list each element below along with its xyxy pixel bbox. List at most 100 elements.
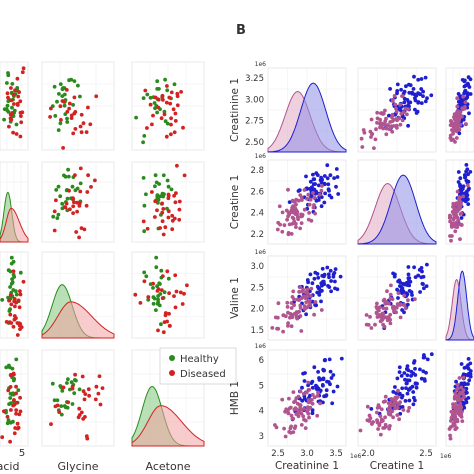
- point-diseased: [143, 88, 148, 93]
- point-diseased: [9, 98, 14, 103]
- point-blue: [304, 312, 308, 317]
- point-pink: [453, 125, 458, 129]
- point-blue: [313, 270, 318, 275]
- point-blue: [405, 378, 410, 383]
- point-pink: [401, 408, 406, 412]
- point-blue: [466, 75, 471, 80]
- point-diseased: [11, 269, 16, 274]
- point-healthy: [165, 178, 170, 183]
- point-pink: [381, 311, 386, 316]
- point-pink: [454, 406, 458, 411]
- point-diseased: [172, 294, 176, 298]
- point-blue: [458, 176, 463, 181]
- point-diseased: [76, 415, 81, 420]
- point-healthy: [70, 402, 75, 406]
- point-diseased: [150, 190, 154, 194]
- point-healthy: [134, 115, 139, 120]
- point-pink: [286, 231, 291, 235]
- point-blue: [287, 200, 292, 205]
- point-diseased: [79, 226, 84, 231]
- point-pink: [461, 388, 466, 393]
- point-blue: [418, 92, 422, 97]
- point-diseased: [164, 134, 169, 139]
- point-diseased: [5, 91, 10, 96]
- point-pink: [306, 217, 311, 222]
- tick-label: 3.0: [300, 449, 314, 459]
- point-pink: [384, 424, 388, 429]
- point-pink: [388, 312, 393, 317]
- point-blue: [424, 284, 429, 288]
- point-healthy: [69, 380, 74, 385]
- point-diseased: [14, 411, 18, 416]
- point-pink: [277, 204, 282, 209]
- point-pink: [394, 109, 399, 114]
- point-healthy: [162, 290, 167, 295]
- point-diseased: [77, 201, 82, 206]
- legend-box: [159, 347, 237, 385]
- point-healthy: [165, 121, 170, 126]
- point-blue: [421, 94, 425, 98]
- point-pink: [294, 412, 299, 416]
- point-pink: [315, 413, 320, 418]
- point-blue: [406, 103, 411, 108]
- density-blue: [267, 82, 347, 153]
- point-pink: [375, 120, 379, 125]
- point-pink: [317, 192, 322, 197]
- point-pink: [393, 406, 397, 411]
- point-healthy: [9, 261, 14, 266]
- point-pink: [447, 427, 452, 431]
- point-diseased: [161, 232, 166, 237]
- point-blue: [329, 289, 333, 294]
- point-blue: [310, 411, 315, 416]
- point-diseased: [14, 384, 18, 389]
- point-healthy: [159, 322, 163, 327]
- point-pink: [383, 399, 387, 404]
- point-blue: [397, 365, 402, 370]
- point-healthy: [60, 201, 65, 206]
- point-pink: [297, 402, 302, 407]
- point-healthy: [6, 71, 10, 75]
- point-pink: [466, 183, 470, 188]
- point-diseased: [174, 191, 178, 196]
- point-pink: [383, 108, 387, 113]
- point-blue: [458, 182, 462, 187]
- point-pink: [303, 296, 308, 300]
- point-diseased: [161, 207, 166, 211]
- point-diseased: [49, 106, 53, 111]
- point-pink: [454, 209, 459, 214]
- point-blue: [323, 191, 327, 196]
- point-blue: [339, 356, 344, 361]
- point-pink: [307, 211, 311, 215]
- point-blue: [322, 181, 327, 186]
- point-diseased: [48, 115, 52, 119]
- point-pink: [375, 110, 380, 115]
- point-healthy: [169, 187, 174, 192]
- point-pink: [398, 315, 403, 320]
- point-healthy: [11, 391, 15, 396]
- point-pink: [381, 306, 386, 311]
- point-diseased: [14, 391, 18, 396]
- point-blue: [315, 284, 320, 289]
- point-diseased: [79, 112, 84, 117]
- point-pink: [286, 411, 291, 415]
- point-pink: [294, 202, 298, 207]
- point-pink: [305, 196, 309, 201]
- point-diseased: [161, 330, 166, 335]
- point-pink: [374, 310, 379, 315]
- point-pink: [397, 417, 401, 422]
- point-diseased: [156, 287, 161, 292]
- point-diseased: [145, 226, 150, 231]
- point-blue: [327, 188, 331, 193]
- point-diseased: [77, 235, 81, 240]
- point-blue: [419, 87, 424, 91]
- point-blue: [334, 167, 339, 171]
- point-diseased: [82, 227, 87, 232]
- point-diseased: [11, 92, 16, 97]
- point-blue: [467, 372, 472, 376]
- point-diseased: [89, 185, 93, 189]
- point-diseased: [173, 200, 178, 205]
- point-blue: [393, 385, 397, 389]
- point-diseased: [171, 107, 176, 112]
- point-blue: [398, 391, 402, 396]
- point-diseased: [4, 320, 9, 324]
